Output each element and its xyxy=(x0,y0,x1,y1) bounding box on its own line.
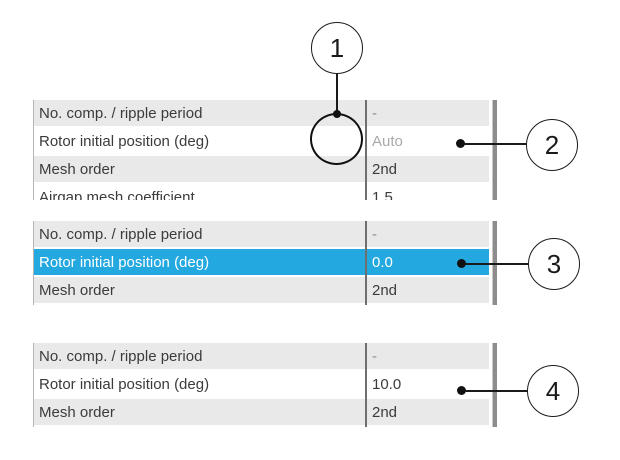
table-row-rotor-position[interactable]: Rotor initial position (deg) 10.0 xyxy=(34,371,489,397)
property-label: No. comp. / ripple period xyxy=(39,347,203,365)
callout-2-circle: 2 xyxy=(526,119,578,171)
property-label: Rotor initial position (deg) xyxy=(39,132,210,150)
property-value[interactable]: 0.0 xyxy=(372,253,393,271)
property-value[interactable]: - xyxy=(372,225,377,243)
callout-2-leader-line xyxy=(464,143,526,145)
callout-2-number: 2 xyxy=(544,129,560,160)
property-table-auto-state: No. comp. / ripple period - Rotor initia… xyxy=(33,100,497,200)
callout-1-leader-line xyxy=(336,74,338,114)
property-table-manual-state: No. comp. / ripple period - Rotor initia… xyxy=(33,343,497,427)
property-value[interactable]: 10.0 xyxy=(372,375,402,393)
table-row[interactable]: Mesh order 2nd xyxy=(34,156,489,182)
column-splitter[interactable] xyxy=(365,100,367,200)
property-label: No. comp. / ripple period xyxy=(39,104,203,122)
column-splitter[interactable] xyxy=(365,221,367,305)
column-splitter[interactable] xyxy=(365,343,367,427)
property-label: No. comp. / ripple period xyxy=(39,225,203,243)
callout-3-endpoint-dot xyxy=(457,259,466,268)
scrollbar-edge[interactable] xyxy=(492,100,497,200)
table-row-rotor-position[interactable]: Rotor initial position (deg) Auto xyxy=(34,128,489,154)
property-value[interactable]: 2nd xyxy=(372,281,398,299)
callout-4-circle: 4 xyxy=(527,365,579,417)
property-value[interactable]: Auto xyxy=(372,132,403,150)
callout-2-endpoint-dot xyxy=(456,139,465,148)
callout-3-leader-line xyxy=(465,263,528,265)
callout-4-endpoint-dot xyxy=(457,386,466,395)
property-label: Mesh order xyxy=(39,160,115,178)
property-label: Rotor initial position (deg) xyxy=(39,253,210,271)
table-left-border xyxy=(33,343,34,427)
property-label: Mesh order xyxy=(39,403,115,421)
table-row[interactable]: No. comp. / ripple period - xyxy=(34,100,489,126)
property-value[interactable]: 1.5 xyxy=(372,188,393,201)
property-table-selected-state: No. comp. / ripple period - Rotor initia… xyxy=(33,221,497,305)
property-value[interactable]: 2nd xyxy=(372,160,398,178)
callout-4-leader-line xyxy=(465,390,527,392)
scrollbar-edge[interactable] xyxy=(492,343,497,427)
toggle-highlight-ellipse xyxy=(310,113,363,165)
property-label: Rotor initial position (deg) xyxy=(39,375,210,393)
table-row[interactable]: Mesh order 2nd xyxy=(34,399,489,425)
callout-3-number: 3 xyxy=(546,248,562,279)
table-row-clipped[interactable]: Airgap mesh coefficient 1.5 xyxy=(34,184,489,200)
callout-3-circle: 3 xyxy=(528,238,580,290)
callout-1-endpoint-dot xyxy=(333,110,341,118)
property-value[interactable]: 2nd xyxy=(372,403,398,421)
table-row[interactable]: Mesh order 2nd xyxy=(34,277,489,303)
callout-1-number: 1 xyxy=(329,32,345,63)
callout-4-number: 4 xyxy=(545,375,561,406)
property-value[interactable]: - xyxy=(372,104,377,122)
table-row[interactable]: No. comp. / ripple period - xyxy=(34,221,489,247)
callout-1-circle: 1 xyxy=(311,22,363,74)
table-left-border xyxy=(33,221,34,305)
property-label: Airgap mesh coefficient xyxy=(39,188,195,201)
property-label: Mesh order xyxy=(39,281,115,299)
table-left-border xyxy=(33,100,34,200)
property-value[interactable]: - xyxy=(372,347,377,365)
table-row[interactable]: No. comp. / ripple period - xyxy=(34,343,489,369)
table-row-rotor-position-selected[interactable]: Rotor initial position (deg) 0.0 xyxy=(34,249,489,275)
